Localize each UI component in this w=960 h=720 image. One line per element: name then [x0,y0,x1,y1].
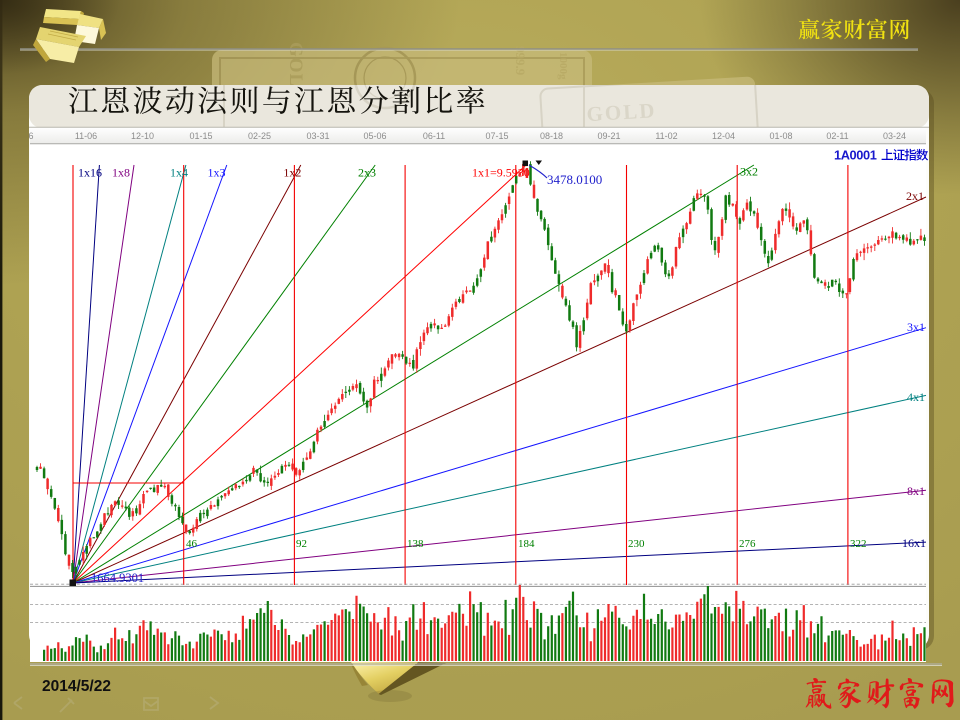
svg-text:03-31: 03-31 [306,131,329,141]
svg-text:02-11: 02-11 [826,131,848,141]
svg-text:16x1: 16x1 [902,536,926,550]
svg-text:07-15: 07-15 [485,131,508,141]
svg-text:1x1=9.5930: 1x1=9.5930 [472,166,530,180]
svg-text:1x8: 1x8 [112,166,130,180]
svg-text:999.9: 999.9 [513,46,528,76]
svg-text:11-02: 11-02 [655,131,677,141]
svg-text:138: 138 [407,538,424,550]
svg-text:05-06: 05-06 [363,131,386,141]
svg-text:03-24: 03-24 [883,131,906,141]
svg-text:3x1: 3x1 [907,320,925,334]
svg-text:02-25: 02-25 [248,131,271,141]
svg-text:3478.0100: 3478.0100 [547,172,602,187]
svg-text:08-18: 08-18 [540,131,563,141]
svg-text:6: 6 [28,131,33,141]
svg-text:09-21: 09-21 [597,131,620,141]
svg-text:01-08: 01-08 [769,131,792,141]
svg-text:1A0001: 1A0001 [834,148,877,163]
svg-text:2x3: 2x3 [358,166,376,180]
svg-text:11-06: 11-06 [75,131,97,141]
svg-text:184: 184 [518,538,535,550]
svg-text:276: 276 [739,538,756,550]
svg-text:1x4: 1x4 [170,166,188,180]
svg-text:8x1: 8x1 [907,484,925,498]
svg-text:230: 230 [628,538,645,550]
svg-text:46: 46 [186,538,198,550]
svg-text:4x1: 4x1 [907,390,925,404]
svg-text:3x2: 3x2 [740,165,758,179]
svg-text:1x16: 1x16 [78,166,102,180]
svg-text:1000g: 1000g [557,52,569,80]
svg-text:01-15: 01-15 [189,131,212,141]
svg-text:12-04: 12-04 [712,131,735,141]
svg-text:92: 92 [296,538,307,550]
svg-text:1x3: 1x3 [208,166,226,180]
svg-text:1664.9301: 1664.9301 [91,571,144,585]
svg-text:12-10: 12-10 [131,131,154,141]
svg-text:2014/5/22: 2014/5/22 [42,678,111,695]
svg-text:1x2: 1x2 [283,166,301,180]
svg-text:322: 322 [850,538,867,550]
svg-text:GOLD: GOLD [586,98,657,126]
svg-text:06-11: 06-11 [423,131,445,141]
svg-text:2x1: 2x1 [906,189,924,203]
